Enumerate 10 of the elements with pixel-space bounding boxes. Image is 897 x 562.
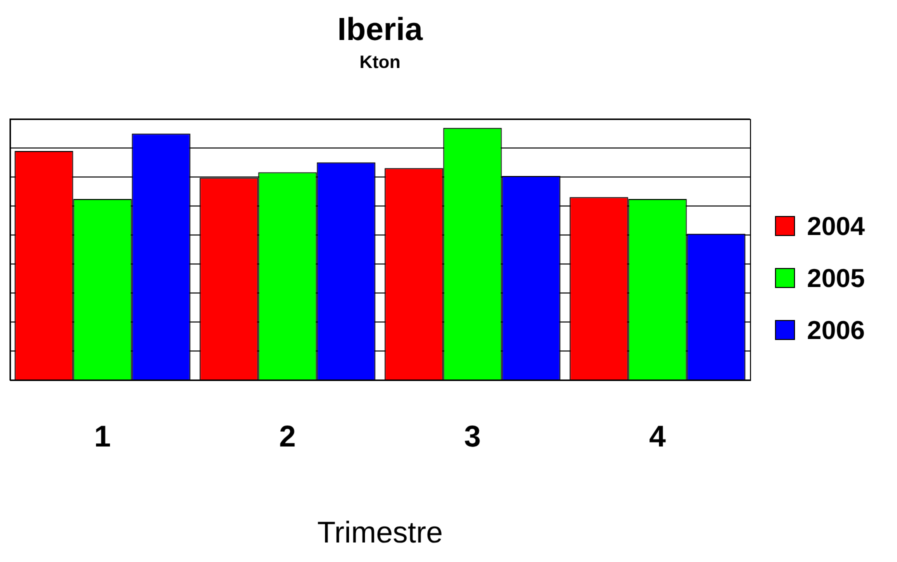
text: 2006 (807, 314, 865, 346)
chart-title: Iberia (337, 11, 423, 48)
legend-label: 2005 (807, 262, 865, 294)
chart-subtitle: Kton (360, 52, 400, 72)
legend-label: 2004 (807, 210, 865, 242)
x-tick-label: 4 (649, 420, 666, 454)
x-tick-label: 2 (279, 420, 296, 454)
x-axis-title: Trimestre (317, 516, 443, 550)
x-tick-label: 3 (464, 420, 481, 454)
x-tick-label: 1 (94, 420, 111, 454)
